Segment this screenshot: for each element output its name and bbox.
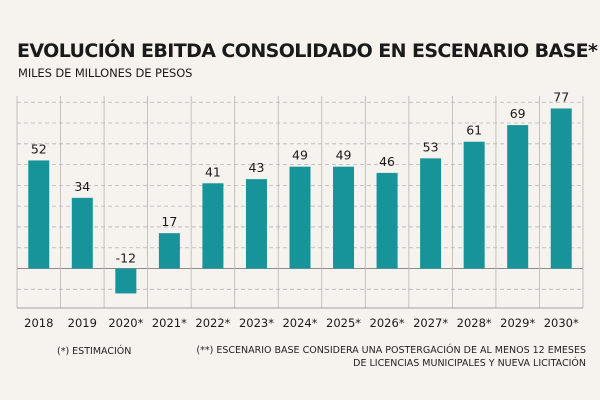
data-label-2022: 41 xyxy=(205,164,221,179)
data-label-2029: 69 xyxy=(510,106,526,121)
data-label-2030: 77 xyxy=(553,89,569,104)
bar-2024 xyxy=(289,166,311,269)
x-tick-label-2021: 2021* xyxy=(152,316,187,330)
data-label-2023: 43 xyxy=(249,160,265,175)
data-label-2028: 61 xyxy=(466,123,482,138)
data-label-2025: 49 xyxy=(336,148,352,163)
x-tick-label-2023: 2023* xyxy=(239,316,274,330)
data-label-2020: -12 xyxy=(116,251,136,266)
bar-2023 xyxy=(245,179,267,269)
x-tick-label-2020: 2020* xyxy=(108,316,143,330)
x-tick-label-2025: 2025* xyxy=(326,316,361,330)
chart-title: EVOLUCIÓN EBITDA CONSOLIDADO EN ESCENARI… xyxy=(17,40,598,62)
data-label-2019: 34 xyxy=(74,179,90,194)
data-label-2027: 53 xyxy=(423,139,439,154)
data-label-2026: 46 xyxy=(379,154,395,169)
bar-2027 xyxy=(420,158,442,269)
x-tick-label-2024: 2024* xyxy=(282,316,317,330)
bar-2021 xyxy=(158,233,180,269)
data-label-2024: 49 xyxy=(292,148,308,163)
x-tick-label-2019: 2019 xyxy=(68,316,97,330)
footnote-scenario-line-2: DE LICENCIAS MUNICIPALES Y NUEVA LICITAC… xyxy=(353,358,586,369)
footnote-scenario: (**) ESCENARIO BASE CONSIDERA UNA POSTER… xyxy=(196,344,586,370)
x-tick-label-2029: 2029* xyxy=(500,316,535,330)
footnote-estimation: (*) ESTIMACIÓN xyxy=(57,346,132,357)
bar-2029 xyxy=(507,125,529,269)
x-tick-label-2028: 2028* xyxy=(457,316,492,330)
data-label-2018: 52 xyxy=(31,141,47,156)
bar-2022 xyxy=(202,183,224,269)
chart-subtitle: MILES DE MILLONES DE PESOS xyxy=(18,66,193,80)
data-label-2021: 17 xyxy=(161,214,177,229)
bar-2028 xyxy=(463,141,485,269)
bar-2025 xyxy=(333,166,355,269)
x-tick-label-2027: 2027* xyxy=(413,316,448,330)
bar-2019 xyxy=(71,197,93,269)
x-tick-label-2022: 2022* xyxy=(195,316,230,330)
bar-2018 xyxy=(28,160,50,269)
bar-2026 xyxy=(376,172,398,269)
bar-2020 xyxy=(115,268,137,294)
x-tick-label-2018: 2018 xyxy=(24,316,53,330)
x-tick-label-2030: 2030* xyxy=(544,316,579,330)
bar-2030 xyxy=(550,108,572,269)
x-tick-label-2026: 2026* xyxy=(370,316,405,330)
footnote-scenario-line-1: (**) ESCENARIO BASE CONSIDERA UNA POSTER… xyxy=(196,345,586,356)
